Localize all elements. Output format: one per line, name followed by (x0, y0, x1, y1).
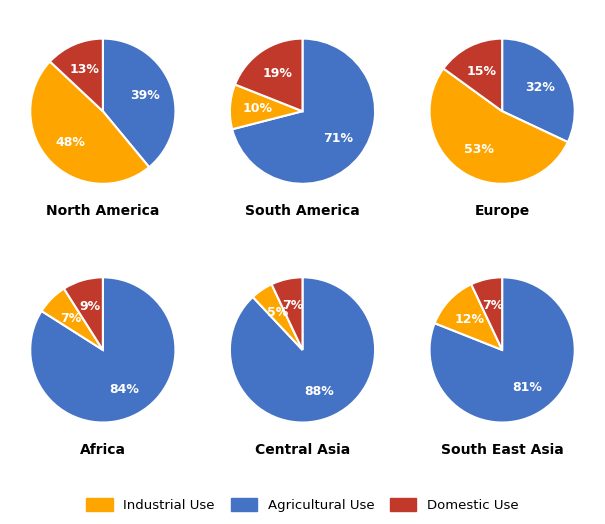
Text: 84%: 84% (110, 383, 140, 396)
Text: 7%: 7% (482, 300, 503, 312)
Wedge shape (253, 284, 302, 350)
Text: 88%: 88% (304, 385, 334, 398)
Text: 32%: 32% (525, 81, 555, 94)
Wedge shape (235, 39, 302, 111)
Wedge shape (471, 277, 502, 350)
Wedge shape (103, 39, 175, 167)
Title: Europe: Europe (474, 204, 530, 219)
Wedge shape (430, 277, 575, 422)
Title: South East Asia: South East Asia (441, 443, 563, 457)
Wedge shape (42, 289, 103, 350)
Title: Africa: Africa (80, 443, 126, 457)
Text: 7%: 7% (282, 300, 303, 312)
Wedge shape (230, 277, 375, 422)
Wedge shape (502, 39, 575, 142)
Text: 12%: 12% (454, 313, 485, 325)
Title: South America: South America (245, 204, 360, 219)
Text: 19%: 19% (262, 68, 292, 81)
Wedge shape (64, 277, 103, 350)
Wedge shape (30, 61, 149, 184)
Text: 71%: 71% (323, 132, 353, 145)
Text: 7%: 7% (60, 312, 82, 324)
Wedge shape (272, 277, 302, 350)
Text: 10%: 10% (243, 102, 273, 115)
Text: 13%: 13% (70, 63, 100, 77)
Title: North America: North America (46, 204, 160, 219)
Wedge shape (434, 284, 502, 350)
Text: 48%: 48% (55, 136, 85, 148)
Text: 39%: 39% (130, 90, 160, 103)
Text: 5%: 5% (267, 306, 288, 319)
Title: Central Asia: Central Asia (255, 443, 350, 457)
Text: 81%: 81% (512, 380, 543, 394)
Wedge shape (230, 84, 302, 129)
Text: 53%: 53% (464, 144, 494, 157)
Wedge shape (232, 39, 375, 184)
Wedge shape (50, 39, 103, 111)
Wedge shape (443, 39, 502, 111)
Legend: Industrial Use, Agricultural Use, Domestic Use: Industrial Use, Agricultural Use, Domest… (81, 493, 524, 517)
Wedge shape (430, 69, 568, 184)
Text: 15%: 15% (466, 64, 497, 78)
Wedge shape (30, 277, 175, 422)
Text: 9%: 9% (80, 300, 101, 313)
